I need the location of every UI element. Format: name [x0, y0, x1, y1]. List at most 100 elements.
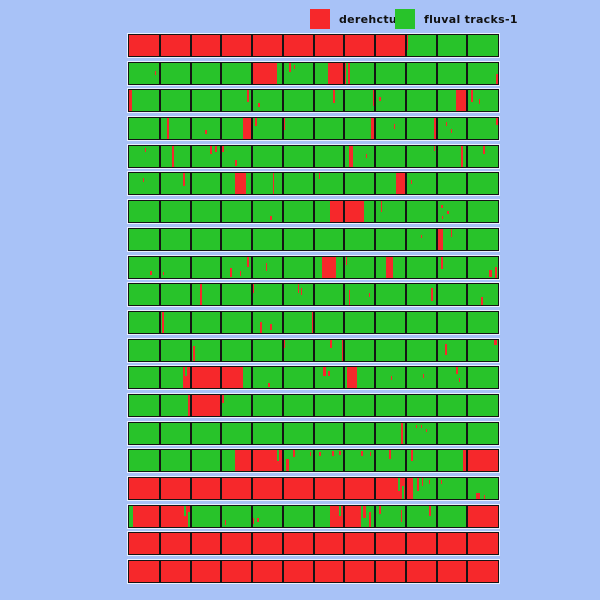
- cell-red: [129, 35, 160, 56]
- cell-green: [375, 284, 406, 306]
- cell-green: [467, 228, 498, 250]
- cell-divider: [404, 201, 407, 223]
- cell-divider: [251, 478, 253, 499]
- cell-divider: [281, 201, 284, 223]
- cell-green: [282, 145, 314, 167]
- cell-divider: [189, 256, 192, 278]
- cell-divider: [251, 422, 253, 444]
- cell-green: [190, 256, 222, 278]
- cell-green: [252, 228, 283, 250]
- cell-green: [313, 311, 345, 333]
- red-streak: [421, 478, 424, 487]
- cell-red: [159, 533, 191, 555]
- cell-divider: [343, 311, 346, 333]
- cell-divider: [158, 145, 161, 167]
- cell-green: [221, 422, 252, 444]
- cell-green: [252, 145, 283, 167]
- cell-green: [190, 118, 222, 140]
- cell-divider: [281, 145, 284, 167]
- cell-green: [282, 394, 314, 416]
- red-streak: [200, 284, 203, 306]
- cell-red: [405, 533, 437, 555]
- cell-green: [221, 394, 252, 416]
- cell-divider: [158, 561, 161, 583]
- cell-divider: [312, 394, 315, 416]
- cell-green: [313, 145, 345, 167]
- cell-green: [467, 145, 498, 167]
- cell-green: [405, 90, 437, 112]
- cell-red: [190, 35, 222, 56]
- cell-divider: [312, 145, 315, 167]
- cell-red: [344, 35, 375, 56]
- cell-red: [252, 533, 283, 555]
- red-streak: [183, 367, 191, 389]
- cell-green: [252, 422, 283, 444]
- track-row: [127, 365, 500, 391]
- red-streak: [247, 256, 249, 267]
- cell-divider: [466, 311, 469, 333]
- red-streak: [495, 267, 498, 278]
- cell-divider: [189, 145, 192, 167]
- cell-divider: [435, 394, 438, 416]
- cell-green: [282, 311, 314, 333]
- cell-red: [159, 35, 191, 56]
- cell-red: [436, 533, 468, 555]
- cell-divider: [466, 561, 469, 583]
- cell-green: [375, 62, 406, 84]
- red-streak: [410, 179, 413, 184]
- cell-red: [313, 478, 345, 499]
- cell-red: [375, 533, 406, 555]
- track-row: [127, 282, 500, 308]
- cell-green: [159, 228, 191, 250]
- cell-divider: [189, 339, 192, 361]
- cell-green: [129, 145, 160, 167]
- red-streak: [440, 256, 443, 270]
- cell-green: [190, 505, 222, 527]
- red-streak: [450, 228, 453, 238]
- cell-green: [375, 311, 406, 333]
- red-streak: [293, 64, 296, 69]
- cell-divider: [251, 256, 253, 278]
- cell-green: [221, 145, 252, 167]
- red-streak: [309, 452, 312, 456]
- red-streak: [369, 452, 372, 456]
- cell-divider: [158, 201, 161, 223]
- cell-divider: [312, 90, 315, 112]
- cell-red: [129, 533, 160, 555]
- red-streak: [348, 145, 354, 167]
- red-streak: [224, 520, 227, 525]
- cell-green: [252, 90, 283, 112]
- cell-green: [436, 228, 468, 250]
- cell-green: [252, 367, 283, 389]
- cell-divider: [158, 90, 161, 112]
- cell-red: [313, 533, 345, 555]
- cell-divider: [374, 256, 376, 278]
- cell-green: [221, 90, 252, 112]
- cell-green: [159, 367, 191, 389]
- track-row: [127, 309, 500, 335]
- cell-green: [159, 450, 191, 472]
- cell-divider: [312, 561, 315, 583]
- cell-divider: [466, 367, 469, 389]
- legend-label: derehctub-: [339, 12, 411, 26]
- cell-divider: [435, 256, 438, 278]
- cell-green: [313, 90, 345, 112]
- cell-divider: [220, 62, 223, 84]
- red-streak: [390, 375, 393, 380]
- cell-divider: [158, 533, 161, 555]
- cell-divider: [158, 394, 161, 416]
- red-streak: [455, 90, 466, 112]
- cell-green: [159, 118, 191, 140]
- cell-divider: [189, 450, 192, 472]
- red-streak: [348, 290, 351, 306]
- cell-divider: [312, 367, 315, 389]
- cell-divider: [312, 505, 315, 527]
- cell-green: [129, 256, 160, 278]
- red-streak: [260, 322, 263, 333]
- cell-red: [190, 394, 222, 416]
- cell-green: [405, 201, 437, 223]
- red-streak: [222, 367, 244, 389]
- red-streak: [258, 102, 260, 108]
- cell-green: [159, 311, 191, 333]
- cell-green: [252, 118, 283, 140]
